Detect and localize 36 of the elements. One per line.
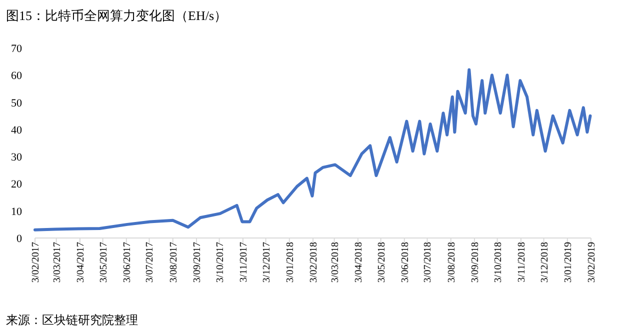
y-tick-label: 0 <box>16 233 22 245</box>
y-tick-label: 40 <box>11 124 22 136</box>
x-tick-label: 3/02/2017 <box>30 242 42 283</box>
chart-title: 图15：比特币全网算力变化图（EH/s） <box>6 8 227 23</box>
x-tick-label: 3/05/2018 <box>376 242 388 283</box>
x-tick-label: 3/08/2017 <box>168 242 180 283</box>
x-tick-label: 3/12/2018 <box>539 242 550 283</box>
x-tick-label: 3/02/2019 <box>586 242 598 283</box>
x-tick-label: 3/03/2018 <box>330 242 341 283</box>
y-tick-label: 10 <box>11 206 22 218</box>
x-tick-label: 3/03/2017 <box>52 242 63 283</box>
x-tick-label: 3/07/2017 <box>144 242 156 283</box>
x-tick-label: 3/02/2018 <box>308 242 320 283</box>
source-note: 来源：区块链研究院整理 <box>6 313 138 327</box>
x-tick-label: 3/01/2019 <box>562 242 574 283</box>
x-tick-label: 3/05/2017 <box>98 242 110 283</box>
y-tick-label: 70 <box>11 43 22 55</box>
y-tick-label: 20 <box>11 178 22 191</box>
x-tick-label: 3/10/2017 <box>214 242 226 283</box>
x-tick-label: 3/08/2018 <box>446 242 458 283</box>
x-tick-label: 3/01/2018 <box>284 242 296 283</box>
x-tick-label: 3/11/2017 <box>238 242 250 282</box>
x-tick-label: 3/06/2018 <box>400 242 411 283</box>
y-tick-label: 60 <box>11 70 22 82</box>
line-series <box>34 68 592 232</box>
y-tick-label: 50 <box>11 97 22 110</box>
x-tick-label: 3/04/2018 <box>353 242 364 283</box>
x-tick-label: 3/09/2018 <box>470 242 481 283</box>
x-tick-label: 3/09/2017 <box>192 242 203 283</box>
x-tick-label: 3/07/2018 <box>422 242 434 283</box>
x-tick-label: 3/11/2018 <box>516 242 528 282</box>
x-tick-label: 3/06/2017 <box>122 242 133 283</box>
x-tick-label: 3/04/2017 <box>75 242 86 283</box>
y-tick-label: 30 <box>11 152 22 164</box>
x-tick-label: 3/12/2017 <box>261 242 272 283</box>
x-tick-label: 3/10/2018 <box>492 242 504 283</box>
